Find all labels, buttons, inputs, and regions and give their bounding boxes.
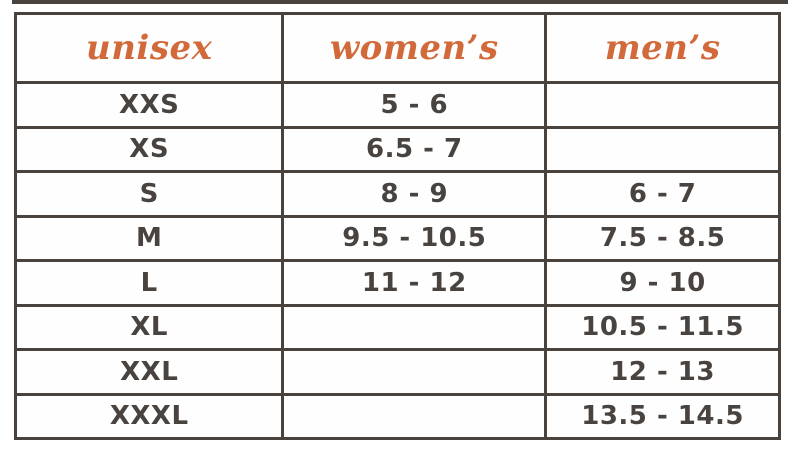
size-cell: XXS [13, 81, 285, 129]
table-row: XXXL 13.5 - 14.5 [13, 392, 781, 440]
size-cell: XL [13, 303, 285, 351]
top-rule-divider [12, 0, 788, 4]
womens-value-cell: 8 - 9 [281, 170, 548, 218]
size-cell: XXL [13, 348, 285, 396]
womens-value-cell: 11 - 12 [281, 259, 548, 307]
header-unisex: unisex [13, 12, 285, 84]
size-cell: XXXL [13, 392, 285, 440]
size-chart-table: unisex women’s men’s XXS 5 - 6 XS 6.5 - … [13, 12, 781, 440]
womens-value-cell [281, 303, 548, 351]
mens-value-cell [544, 81, 781, 129]
header-mens: men’s [544, 12, 781, 84]
table-row: XXS 5 - 6 [13, 81, 781, 129]
size-cell: M [13, 214, 285, 262]
mens-value-cell: 9 - 10 [544, 259, 781, 307]
table-row: XXL 12 - 13 [13, 348, 781, 396]
womens-value-cell [281, 348, 548, 396]
mens-value-cell [544, 125, 781, 173]
table-row: M 9.5 - 10.5 7.5 - 8.5 [13, 214, 781, 262]
mens-value-cell: 12 - 13 [544, 348, 781, 396]
header-row: unisex women’s men’s [13, 12, 781, 84]
size-cell: L [13, 259, 285, 307]
mens-value-cell: 7.5 - 8.5 [544, 214, 781, 262]
table-row: XS 6.5 - 7 [13, 125, 781, 173]
womens-value-cell: 6.5 - 7 [281, 125, 548, 173]
header-womens: women’s [281, 12, 548, 84]
table-row: XL 10.5 - 11.5 [13, 303, 781, 351]
mens-value-cell: 6 - 7 [544, 170, 781, 218]
womens-value-cell [281, 392, 548, 440]
table-row: L 11 - 12 9 - 10 [13, 259, 781, 307]
table-row: S 8 - 9 6 - 7 [13, 170, 781, 218]
size-cell: S [13, 170, 285, 218]
size-cell: XS [13, 125, 285, 173]
womens-value-cell: 9.5 - 10.5 [281, 214, 548, 262]
mens-value-cell: 10.5 - 11.5 [544, 303, 781, 351]
mens-value-cell: 13.5 - 14.5 [544, 392, 781, 440]
womens-value-cell: 5 - 6 [281, 81, 548, 129]
